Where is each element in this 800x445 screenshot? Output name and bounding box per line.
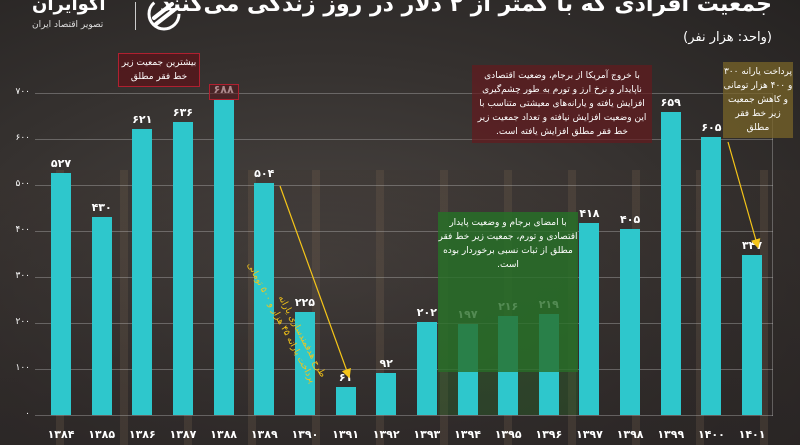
- gridline: [35, 231, 773, 232]
- y-tick-label: ۵۰۰: [15, 179, 30, 189]
- bar-1385: [91, 217, 112, 415]
- logo-mark-icon: [147, 0, 181, 31]
- unit-label: (واحد: هزار نفر): [683, 30, 772, 45]
- x-tick-label: ۱۳۹۱: [332, 428, 359, 441]
- x-tick-label: ۱۳۹۳: [413, 428, 441, 441]
- bar-value-label: ۲۲۵: [294, 295, 315, 309]
- bar-value-label: ۴۰۵: [620, 212, 641, 226]
- bar-1399: [660, 111, 681, 415]
- x-tick-label: ۱۳۸۸: [210, 428, 238, 441]
- logo-divider: [135, 2, 136, 30]
- bar-value-label: ۵۰۴: [254, 167, 275, 181]
- logo: اکوایران تصویر اقتصاد ایران: [30, 0, 220, 36]
- x-tick-label: ۱۳۸۵: [88, 428, 116, 441]
- x-tick-label: ۱۴۰۱: [738, 428, 766, 441]
- logo-name: اکوایران: [32, 0, 106, 15]
- gridline: [35, 369, 773, 370]
- x-tick-label: ۱۳۸۴: [47, 428, 75, 441]
- bar-1390: [294, 311, 315, 415]
- x-tick-label: ۱۳۹۵: [494, 428, 522, 441]
- gridline: [35, 323, 773, 324]
- bar-value-label: ۶۵۹: [660, 95, 681, 109]
- x-tick-label: ۱۳۹۸: [616, 428, 644, 441]
- gridline: [35, 139, 773, 140]
- gridline: [35, 415, 773, 416]
- x-tick-label: ۱۳۹۷: [576, 428, 603, 441]
- gridline: [35, 93, 773, 94]
- x-tick-label: ۱۳۸۶: [128, 428, 156, 441]
- bar-1392: [376, 372, 397, 415]
- us-exit-note: با خروج آمریکا از برجام، وضعیت اقتصادی ن…: [472, 65, 652, 143]
- y-tick-label: ۴۰۰: [15, 225, 30, 235]
- bar-value-label: ۹۲: [379, 356, 393, 370]
- gold-note: پرداخت یارانه ۳۰۰ و ۴۰۰ هزار تومانی و کا…: [723, 62, 793, 138]
- bar-1386: [132, 129, 153, 415]
- x-tick-label: ۱۳۹۲: [372, 428, 400, 441]
- bar-1389: [254, 183, 275, 415]
- gridline: [35, 277, 773, 278]
- axis-right-border: [772, 93, 773, 416]
- bar-1400: [701, 136, 722, 415]
- gridline: [35, 185, 773, 186]
- logo-subtitle: تصویر اقتصاد ایران: [32, 20, 104, 30]
- max-note: بیشترین جمعیت زیر خط فقر مطلق: [118, 53, 200, 87]
- bar-value-label: ۶۳۶: [172, 106, 194, 120]
- y-tick-label: ۳۰۰: [15, 271, 30, 281]
- max-value-highlight: [209, 84, 239, 100]
- y-tick-label: ۱۰۰: [15, 363, 30, 373]
- bar-1397: [579, 222, 600, 415]
- x-tick-label: ۱۳۸۹: [250, 428, 278, 441]
- bar-1391: [335, 386, 356, 415]
- jcpoa-note: با امضای برجام و وضعیت پایدار اقتصادی و …: [438, 212, 578, 372]
- bar-1387: [172, 122, 193, 415]
- x-tick-label: ۱۳۹۰: [291, 428, 319, 441]
- y-tick-label: ۰: [25, 409, 30, 419]
- x-tick-label: ۱۴۰۰: [697, 428, 725, 441]
- y-tick-label: ۲۰۰: [15, 317, 30, 327]
- bar-1398: [620, 228, 641, 415]
- bar-1384: [51, 172, 71, 415]
- bar-value-label: ۴۳۰: [91, 201, 112, 215]
- bar-1401: [742, 255, 763, 415]
- x-tick-label: ۱۳۸۷: [169, 428, 197, 441]
- subsidy-arrow: [279, 185, 351, 379]
- x-tick-label: ۱۳۹۶: [535, 428, 563, 441]
- bar-value-label: ۵۲۷: [50, 156, 72, 170]
- bar-value-label: ۶۲۱: [132, 113, 153, 127]
- bar-1388: [213, 98, 234, 415]
- gold-arrow: [727, 141, 761, 249]
- y-tick-label: ۶۰۰: [15, 133, 30, 143]
- chart-title: جمعیت افرادی که با کمتر از ۲ دلار در روز…: [159, 0, 772, 17]
- bar-1393: [416, 322, 437, 415]
- y-tick-label: ۷۰۰: [15, 87, 30, 97]
- bar-value-label: ۲۰۲: [416, 306, 437, 320]
- bar-value-label: ۴۱۸: [579, 206, 600, 220]
- x-tick-label: ۱۳۹۴: [454, 428, 481, 441]
- x-tick-label: ۱۳۹۹: [657, 428, 685, 441]
- bar-value-label: ۶۰۵: [701, 120, 722, 134]
